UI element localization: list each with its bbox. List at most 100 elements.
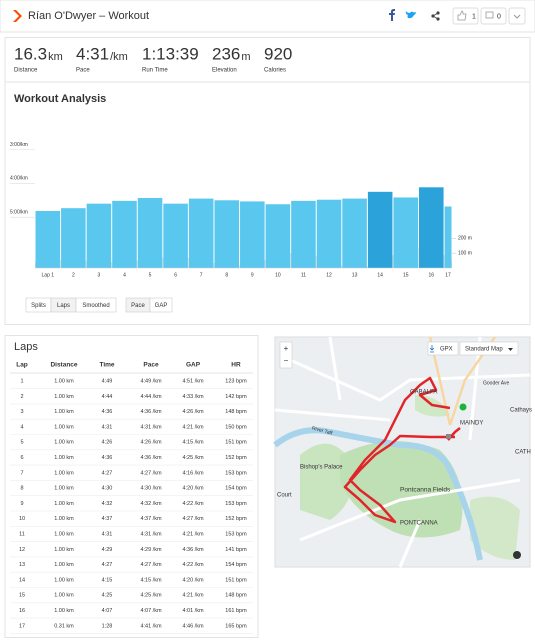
cell: 4:21 /km — [182, 531, 204, 537]
toggle-label: Pace — [131, 303, 145, 309]
cell: 1.00 km — [54, 562, 74, 568]
toggle-button[interactable] — [149, 297, 173, 313]
y2-tick-label: 200 m — [458, 236, 472, 242]
map-label: Pontcanna Fields — [400, 487, 451, 494]
x-tick-label: 5 — [149, 272, 152, 278]
cell: 4:26 — [102, 440, 113, 446]
cell: 9 — [20, 501, 23, 507]
x-tick-label: 17 — [445, 272, 451, 278]
cell: 1.00 km — [54, 547, 74, 553]
cell: 4:15 — [102, 577, 113, 583]
x-tick-label: 9 — [251, 272, 254, 278]
cell: 4:15 /km — [182, 440, 204, 446]
map-label: PONTCANNA — [400, 521, 438, 527]
map-button-label: GPX — [440, 347, 453, 353]
stat-unit: /km — [110, 51, 128, 63]
cell: 12 — [19, 547, 25, 553]
cell: 152 bpm — [225, 455, 247, 461]
cell: 4:29 — [102, 547, 113, 553]
cell: 4:07 /km — [140, 608, 162, 614]
toggle-button[interactable] — [75, 297, 117, 313]
cell: 1.00 km — [54, 486, 74, 492]
cell: 153 bpm — [225, 531, 247, 537]
map-label: Court — [277, 493, 292, 499]
dropdown-caret — [508, 348, 513, 351]
twitter-icon[interactable] — [405, 11, 416, 19]
cell: 4:44 /km — [140, 394, 162, 400]
column-header: GAP — [186, 362, 201, 369]
cell: 4:29 /km — [140, 547, 162, 553]
x-tick-label: 16 — [429, 272, 435, 278]
cell: 4:30 — [102, 486, 113, 492]
map-label: Cathays — [510, 408, 532, 414]
cell: 4:32 /km — [140, 501, 162, 507]
cell: 8 — [20, 486, 23, 492]
cell: 4:26 /km — [140, 440, 162, 446]
cell: 7 — [20, 470, 23, 476]
cell: 2 — [20, 394, 23, 400]
bar — [137, 198, 163, 268]
facebook-icon[interactable] — [389, 9, 395, 21]
bar — [163, 203, 188, 268]
stat-value: 1:13:39 — [142, 44, 199, 63]
stat-value: 4:31 — [76, 44, 109, 63]
zoom-button[interactable]: + — [284, 344, 289, 353]
x-tick-label: Lap 1 — [42, 272, 55, 278]
cell: 6 — [20, 455, 23, 461]
share-icon[interactable] — [431, 11, 440, 21]
cell: 4:49 — [102, 378, 113, 384]
cell: 4:44 — [102, 394, 113, 400]
cell: 4:21 /km — [182, 593, 204, 599]
kudos-count: 1 — [472, 13, 476, 20]
cell: 4:20 /km — [182, 577, 204, 583]
cell: 1.00 km — [54, 378, 74, 384]
cell: 4:20 /km — [182, 486, 204, 492]
map-button-label: Standard Map — [465, 347, 503, 353]
cell: 4:36 — [102, 455, 113, 461]
cell: 4:07 — [102, 608, 113, 614]
stat-value: 16.3 — [14, 44, 47, 63]
cell: 3 — [20, 409, 23, 415]
map-button[interactable] — [427, 341, 459, 356]
y-tick-label: 4:00/km — [10, 176, 28, 182]
cell: 1.00 km — [54, 516, 74, 522]
zoom-button[interactable]: − — [284, 356, 289, 365]
x-tick-label: 11 — [301, 272, 306, 278]
cell: 4:27 /km — [140, 470, 162, 476]
cell: 4:41 /km — [140, 623, 162, 629]
map-button[interactable] — [459, 341, 519, 356]
cell: 4:15 /km — [140, 577, 162, 583]
map-label: Bishop's Palace — [300, 465, 343, 471]
map-label: River Taff — [311, 425, 333, 436]
cell: 4:25 /km — [182, 455, 204, 461]
cell: 14 — [19, 577, 25, 583]
map[interactable] — [273, 336, 531, 568]
x-tick-label: 3 — [98, 272, 101, 278]
more-button[interactable] — [508, 7, 526, 25]
column-header: Pace — [143, 362, 159, 369]
cell: 161 bpm — [225, 608, 247, 614]
zoom-box — [279, 341, 293, 369]
cell: 4:22 /km — [182, 501, 204, 507]
laps-table: Lap Distance Time Pace GAP HR 1 1.00 km 4:49 4:49… — [10, 362, 253, 634]
cell: 154 bpm — [225, 562, 247, 568]
cell: 4:36 /km — [140, 409, 162, 415]
logo[interactable] — [13, 10, 22, 22]
cell: 1:28 — [102, 623, 113, 629]
chevron — [513, 14, 521, 19]
cell: 13 — [19, 562, 25, 568]
cell: 141 bpm — [225, 547, 247, 553]
cell: 11 — [19, 531, 25, 537]
comment-button[interactable] — [480, 7, 507, 25]
x-tick-label: 13 — [352, 272, 358, 278]
cell: 4:31 — [102, 424, 113, 430]
cell: 150 bpm — [225, 424, 247, 430]
cell: 4:37 /km — [140, 516, 162, 522]
stat-value: 920 — [264, 44, 292, 63]
bar — [188, 198, 214, 268]
cell: 1.00 km — [54, 394, 74, 400]
bar — [61, 208, 86, 268]
chart-title: Workout Analysis — [14, 93, 106, 105]
cell: 1.00 km — [54, 593, 74, 599]
